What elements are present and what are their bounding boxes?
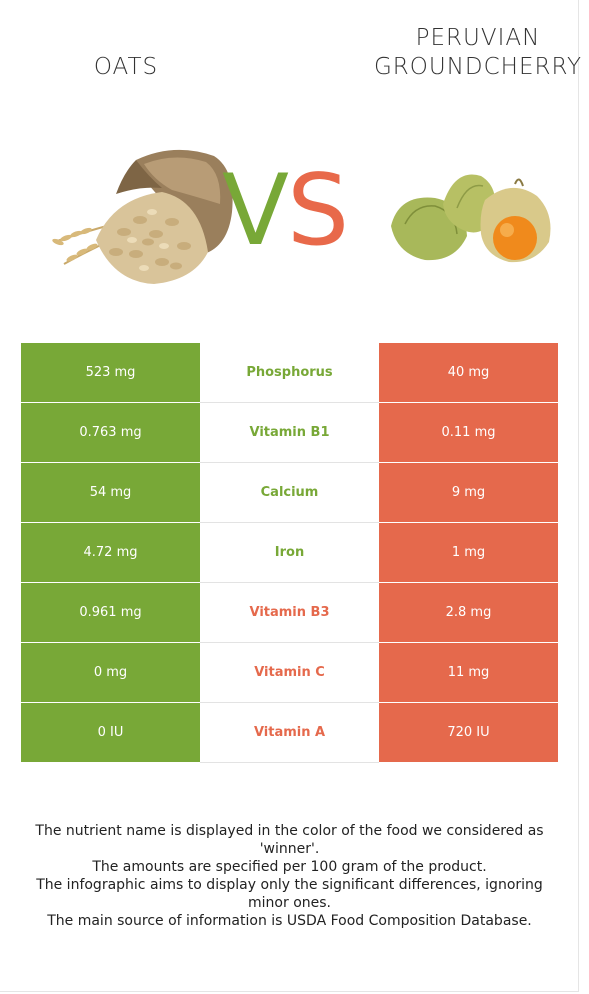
oats-value-cell: 54 mg bbox=[21, 462, 200, 523]
oats-value-cell: 4.72 mg bbox=[21, 522, 200, 583]
vs-v-letter: V bbox=[222, 154, 290, 268]
oats-value-cell: 523 mg bbox=[21, 343, 200, 403]
nutrient-name-cell: Iron bbox=[200, 522, 379, 583]
footer-line: The nutrient name is displayed in the co… bbox=[35, 823, 544, 857]
nutrient-name-cell: Vitamin B1 bbox=[200, 402, 379, 463]
table-row: 0 mg Vitamin C 11 mg bbox=[21, 642, 558, 703]
groundcherry-value-cell: 1 mg bbox=[379, 522, 558, 583]
groundcherry-value-cell: 11 mg bbox=[379, 642, 558, 703]
groundcherry-value-cell: 2.8 mg bbox=[379, 582, 558, 643]
nutrient-name-cell: Vitamin A bbox=[200, 702, 379, 763]
footer-notes: The nutrient name is displayed in the co… bbox=[20, 822, 559, 930]
table-row: 4.72 mg Iron 1 mg bbox=[21, 522, 558, 583]
nutrient-comparison-table: 523 mg Phosphorus 40 mg 0.763 mg Vitamin B1 0… bbox=[21, 343, 558, 763]
oats-value-cell: 0.763 mg bbox=[21, 402, 200, 463]
table-row: 54 mg Calcium 9 mg bbox=[21, 462, 558, 523]
table-row: 523 mg Phosphorus 40 mg bbox=[21, 343, 558, 403]
nutrient-name-cell: Vitamin C bbox=[200, 642, 379, 703]
nutrient-name-cell: Phosphorus bbox=[200, 343, 379, 403]
nutrient-name-cell: Calcium bbox=[200, 462, 379, 523]
footer-line: The amounts are specified per 100 gram o… bbox=[92, 859, 487, 875]
table-row: 0.961 mg Vitamin B3 2.8 mg bbox=[21, 582, 558, 643]
table-row: 0 IU Vitamin A 720 IU bbox=[21, 702, 558, 763]
food-title-oats: OATS bbox=[93, 54, 159, 80]
groundcherry-icon bbox=[391, 174, 551, 263]
groundcherry-value-cell: 0.11 mg bbox=[379, 402, 558, 463]
footer-line: The main source of information is USDA F… bbox=[47, 913, 532, 929]
oats-sack-icon bbox=[52, 149, 233, 284]
groundcherry-value-cell: 9 mg bbox=[379, 462, 558, 523]
groundcherry-value-cell: 40 mg bbox=[379, 343, 558, 403]
vs-label: VS bbox=[222, 162, 349, 260]
food-title-peruvian-groundcherry: PERUVIAN GROUNDCHERRY bbox=[373, 25, 583, 80]
footer-line: The infographic aims to display only the… bbox=[36, 877, 543, 911]
table-row: 0.763 mg Vitamin B1 0.11 mg bbox=[21, 402, 558, 463]
nutrient-name-cell: Vitamin B3 bbox=[200, 582, 379, 643]
oats-value-cell: 0 mg bbox=[21, 642, 200, 703]
oats-value-cell: 0 IU bbox=[21, 702, 200, 763]
oats-value-cell: 0.961 mg bbox=[21, 582, 200, 643]
vs-s-letter: S bbox=[287, 154, 350, 268]
groundcherry-value-cell: 720 IU bbox=[379, 702, 558, 763]
